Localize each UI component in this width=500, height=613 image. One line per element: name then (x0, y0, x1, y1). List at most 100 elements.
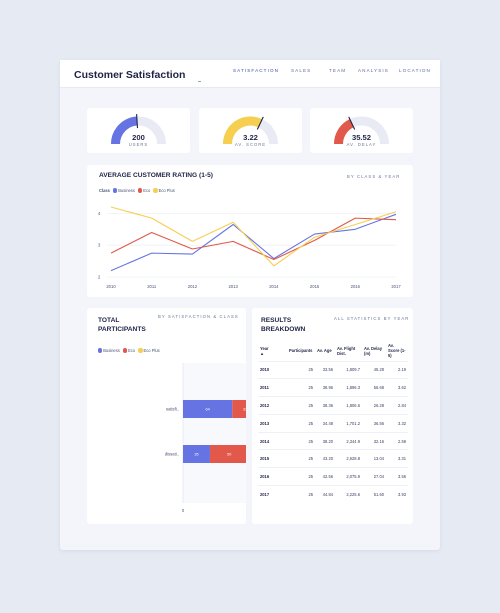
legend-dot-eco (122, 348, 128, 353)
table-cell: 2.19 (386, 360, 408, 379)
table-cell: 25 (287, 378, 315, 397)
gauge-needle (136, 114, 139, 129)
gauge-fill (223, 116, 263, 144)
legend-eco-plus: Eco Plus (143, 348, 160, 353)
rating-line-chart: 2 3 4 2010 2011 2012 2013 2014 2015 2016 2017 (98, 206, 401, 289)
y-tick-label: 2 (98, 275, 101, 280)
table-cell: 2,344.9 (335, 431, 362, 450)
table-cell: 2,628.8 (335, 449, 362, 468)
participants-chart-title: TOTAL PARTICIPANTS (98, 317, 146, 333)
kpi-value: 200 (132, 133, 145, 142)
table-cell: 2017 (258, 485, 287, 504)
nav-indicator (198, 81, 201, 82)
table-row: 2013 25 34.48 1,701.2 36.56 3.32 (258, 413, 408, 433)
table-cell: 25 (287, 449, 315, 468)
table-cell: 3.31 (386, 449, 408, 468)
nav-team[interactable]: TEAM (329, 68, 347, 73)
legend-title: Class (99, 188, 110, 193)
gauge-fill (334, 119, 354, 144)
col-year-label: Year (260, 345, 269, 351)
legend-dot-eco-plus (153, 188, 158, 193)
y-tick-label: 3 (98, 243, 101, 248)
col-age[interactable]: Av. Age (317, 348, 332, 354)
table-cell: 25 (287, 485, 315, 504)
col-participants[interactable]: Participants (289, 348, 313, 354)
results-card: RESULTS BREAKDOWN ALL STATISTICS BY YEAR… (252, 308, 413, 524)
legend-business: Business (103, 348, 120, 353)
y-tick-label: 4 (98, 211, 101, 216)
legend-eco: Eco (128, 348, 136, 353)
legend-business: Business (118, 188, 135, 193)
series-line-eco-plus (110, 206, 397, 267)
x-tick-label: 2014 (269, 284, 279, 289)
x-tick-label: 2010 (106, 284, 116, 289)
table-cell: 2014 (258, 431, 287, 450)
bar-value-label: 35 (194, 452, 198, 456)
col-year[interactable]: Year ▲ (258, 341, 287, 361)
bar-value-label: 50 (227, 452, 231, 456)
x-tick-label: 2012 (188, 284, 198, 289)
table-row: 2011 25 38.96 1,896.3 56.68 3.62 (258, 378, 408, 397)
gauge-needle (348, 116, 356, 130)
legend-dot-business (98, 348, 103, 353)
table-cell: 3.32 (386, 413, 408, 433)
x-tick-label: 2015 (310, 284, 320, 289)
gauge-fill (111, 116, 138, 144)
kpi-value: 3.22 (243, 133, 258, 142)
sort-up-icon: ▲ (260, 350, 265, 356)
rating-legend: Class Business Eco Eco Plus (99, 188, 175, 193)
table-cell: 2013 (258, 413, 287, 433)
results-title: RESULTS BREAKDOWN (261, 317, 306, 333)
table-cell: 25 (287, 413, 315, 433)
table-row: 2012 25 38.36 1,806.6 26.28 2.84 (258, 396, 408, 415)
table-cell: 3.62 (386, 378, 408, 397)
col-score[interactable]: Av. Score (1-5) (388, 342, 406, 359)
nav-analysis[interactable]: ANALYSIS (358, 68, 389, 73)
series-line-eco (110, 217, 397, 261)
bar-eco (232, 400, 246, 418)
table-cell: 25 (287, 396, 315, 415)
bar-business (183, 445, 210, 463)
participants-chart-card: TOTAL PARTICIPANTS BY SATISFACTION & CLA… (87, 308, 246, 524)
plot-area (183, 363, 246, 503)
nav-satisfaction[interactable]: SATISFACTION (233, 68, 280, 73)
nav-sales[interactable]: SALES (291, 68, 312, 73)
series-line-business (110, 213, 397, 272)
x-tick-label: 2011 (147, 284, 157, 289)
table-cell: 2.84 (386, 396, 408, 415)
table-cell: 32.16 (362, 431, 386, 450)
table-cell: 1,896.3 (335, 378, 362, 397)
table-cell: 38.96 (315, 378, 335, 397)
bar-business (183, 400, 233, 418)
legend-dot-eco-plus (138, 348, 143, 353)
table-cell: 38.36 (315, 396, 335, 415)
table-cell: 33.56 (315, 360, 335, 379)
category-label: dissati.. (165, 452, 179, 457)
table-cell: 44.84 (315, 485, 335, 504)
table-cell: 43.20 (315, 449, 335, 468)
kpi-label: USERS (128, 142, 149, 147)
table-cell: 2.59 (386, 431, 408, 450)
gauge-needle (256, 116, 264, 130)
table-cell: 51.60 (362, 485, 386, 504)
table-row: 2017 25 44.84 2,225.6 51.60 3.93 (258, 485, 408, 504)
rating-chart-subtitle: BY CLASS & YEAR (347, 174, 401, 179)
table-cell: 36.56 (362, 413, 386, 433)
bar-eco (209, 445, 246, 463)
table-cell: 42.56 (315, 467, 335, 486)
rating-chart-card: AVERAGE CUSTOMER RATING (1-5) BY CLASS &… (87, 165, 413, 297)
col-flight[interactable]: Av. Flight Dist. (337, 345, 356, 356)
legend-eco-plus: Eco Plus (158, 188, 175, 193)
table-row: 2014 25 38.20 2,344.9 32.16 2.59 (258, 431, 408, 450)
table-header-row: Year ▲ Participants Av. Age Av. Flight Di… (258, 341, 408, 361)
col-delay[interactable]: Av. Delay (m) (364, 345, 382, 356)
legend-dot-business (113, 188, 118, 193)
table-cell: 2010 (258, 360, 287, 379)
table-row: 2016 25 42.56 2,075.9 27.04 3.56 (258, 467, 408, 486)
table-cell: 1,806.6 (335, 396, 362, 415)
top-bar: Customer Satisfaction SATISFACTION SALES… (60, 60, 440, 88)
nav-location[interactable]: LOCATION (399, 68, 431, 73)
kpi-label: AV. SCORE (234, 142, 267, 147)
kpi-label: AV. DELAY (346, 142, 377, 147)
dashboard-page: Customer Satisfaction SATISFACTION SALES… (60, 60, 440, 550)
